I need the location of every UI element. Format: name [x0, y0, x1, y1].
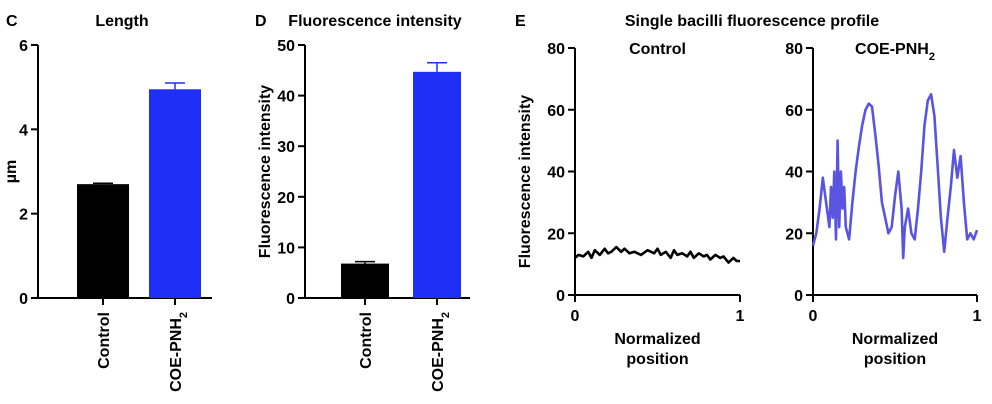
bar: [77, 184, 129, 298]
x-axis-label: Normalized: [852, 331, 938, 348]
chart-c-length: 0 2 4 6 µm Control COE-PNH2: [3, 38, 212, 392]
category-label: COE-PNH2: [168, 312, 190, 392]
bar: [341, 263, 389, 298]
y-tick-label: 0: [556, 288, 565, 305]
y-tick-label: 50: [277, 38, 295, 55]
x-tick-label: 0: [809, 308, 818, 325]
y-tick-label: 80: [785, 41, 803, 58]
series-line: [811, 93, 979, 260]
chart-e-coe-profile: 0 20 40 60 80 0 1 COE-PNH2 Normalized position: [785, 41, 981, 368]
panel-letter-c: C: [6, 13, 18, 30]
chart-title-length: Length: [95, 13, 148, 30]
y-tick-label: 60: [785, 103, 803, 120]
x-tick-label: 0: [571, 308, 580, 325]
x-tick-label: 1: [736, 308, 745, 325]
category-label: Control: [358, 312, 375, 369]
y-tick-label: 40: [785, 165, 803, 182]
y-tick-label: 0: [794, 288, 803, 305]
x-axis-label: Normalized: [614, 331, 700, 348]
y-tick-label: 0: [286, 291, 295, 308]
y-tick-label: 6: [19, 38, 28, 55]
y-tick-label: 20: [277, 190, 295, 207]
y-axis-label: Fluorescence intensity: [257, 85, 274, 258]
figure-title: Single bacilli fluorescence profile: [625, 13, 879, 30]
panel-letter-d: D: [255, 13, 267, 30]
bar: [413, 71, 461, 299]
y-axis-label: Fluorescence intensity: [517, 95, 534, 268]
y-axis-label: µm: [3, 160, 20, 183]
y-tick-label: 40: [277, 89, 295, 106]
y-tick-label: 80: [547, 41, 565, 58]
chart-d-fluorescence-intensity: 0 10 20 30 40 50 Fluorescence intensity Control…: [257, 38, 470, 392]
y-tick-label: 20: [785, 226, 803, 243]
series-line: [574, 245, 740, 264]
panel-letter-e: E: [515, 13, 526, 30]
category-label: Control: [96, 312, 113, 369]
x-axis-label: position: [626, 351, 688, 368]
bar: [149, 89, 201, 299]
y-tick-label: 4: [19, 122, 28, 139]
y-tick-label: 10: [277, 240, 295, 257]
y-tick-label: 2: [19, 207, 28, 224]
y-tick-label: 20: [547, 226, 565, 243]
x-tick-label: 1: [973, 308, 982, 325]
y-tick-label: 40: [547, 165, 565, 182]
subplot-title: COE-PNH2: [855, 41, 935, 63]
y-tick-label: 60: [547, 103, 565, 120]
y-tick-label: 0: [19, 291, 28, 308]
category-label: COE-PNH2: [430, 312, 452, 392]
chart-title-fluorescence: Fluorescence intensity: [288, 13, 461, 30]
subplot-title: Control: [629, 41, 686, 58]
chart-e-control-profile: 0 20 40 60 80 0 1 Control Normalized position Fluo…: [517, 41, 745, 368]
x-axis-label: position: [864, 351, 926, 368]
y-tick-label: 30: [277, 139, 295, 156]
